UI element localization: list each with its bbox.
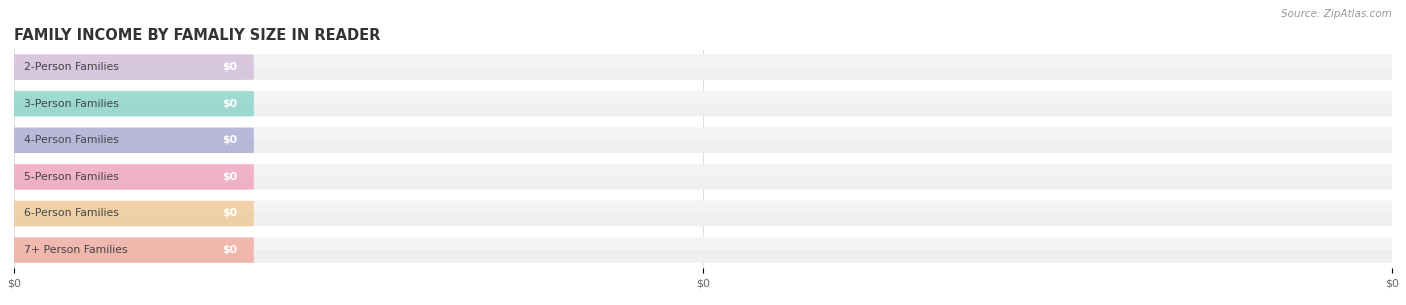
- FancyBboxPatch shape: [8, 201, 1398, 213]
- Text: Source: ZipAtlas.com: Source: ZipAtlas.com: [1281, 9, 1392, 19]
- FancyBboxPatch shape: [4, 127, 1402, 153]
- FancyBboxPatch shape: [8, 91, 1398, 103]
- FancyBboxPatch shape: [4, 127, 254, 153]
- FancyBboxPatch shape: [4, 164, 254, 190]
- Text: $0: $0: [222, 99, 238, 109]
- Text: FAMILY INCOME BY FAMALIY SIZE IN READER: FAMILY INCOME BY FAMALIY SIZE IN READER: [14, 28, 381, 44]
- FancyBboxPatch shape: [4, 54, 1402, 80]
- FancyBboxPatch shape: [4, 91, 254, 117]
- Text: $0: $0: [222, 172, 238, 182]
- FancyBboxPatch shape: [4, 54, 254, 80]
- FancyBboxPatch shape: [8, 128, 1398, 140]
- FancyBboxPatch shape: [4, 164, 1402, 190]
- Text: $0: $0: [222, 62, 238, 72]
- Text: 6-Person Families: 6-Person Families: [24, 209, 118, 218]
- FancyBboxPatch shape: [8, 55, 1398, 67]
- FancyBboxPatch shape: [4, 91, 1402, 117]
- Text: 2-Person Families: 2-Person Families: [24, 62, 118, 72]
- Text: $0: $0: [222, 209, 238, 218]
- Text: 3-Person Families: 3-Person Families: [24, 99, 118, 109]
- Text: 4-Person Families: 4-Person Families: [24, 135, 118, 145]
- Text: $0: $0: [222, 245, 238, 255]
- FancyBboxPatch shape: [4, 201, 1402, 226]
- Text: $0: $0: [222, 135, 238, 145]
- FancyBboxPatch shape: [4, 237, 254, 263]
- FancyBboxPatch shape: [4, 201, 254, 226]
- FancyBboxPatch shape: [8, 238, 1398, 250]
- Text: 7+ Person Families: 7+ Person Families: [24, 245, 128, 255]
- Text: 5-Person Families: 5-Person Families: [24, 172, 118, 182]
- FancyBboxPatch shape: [4, 237, 1402, 263]
- FancyBboxPatch shape: [8, 164, 1398, 177]
